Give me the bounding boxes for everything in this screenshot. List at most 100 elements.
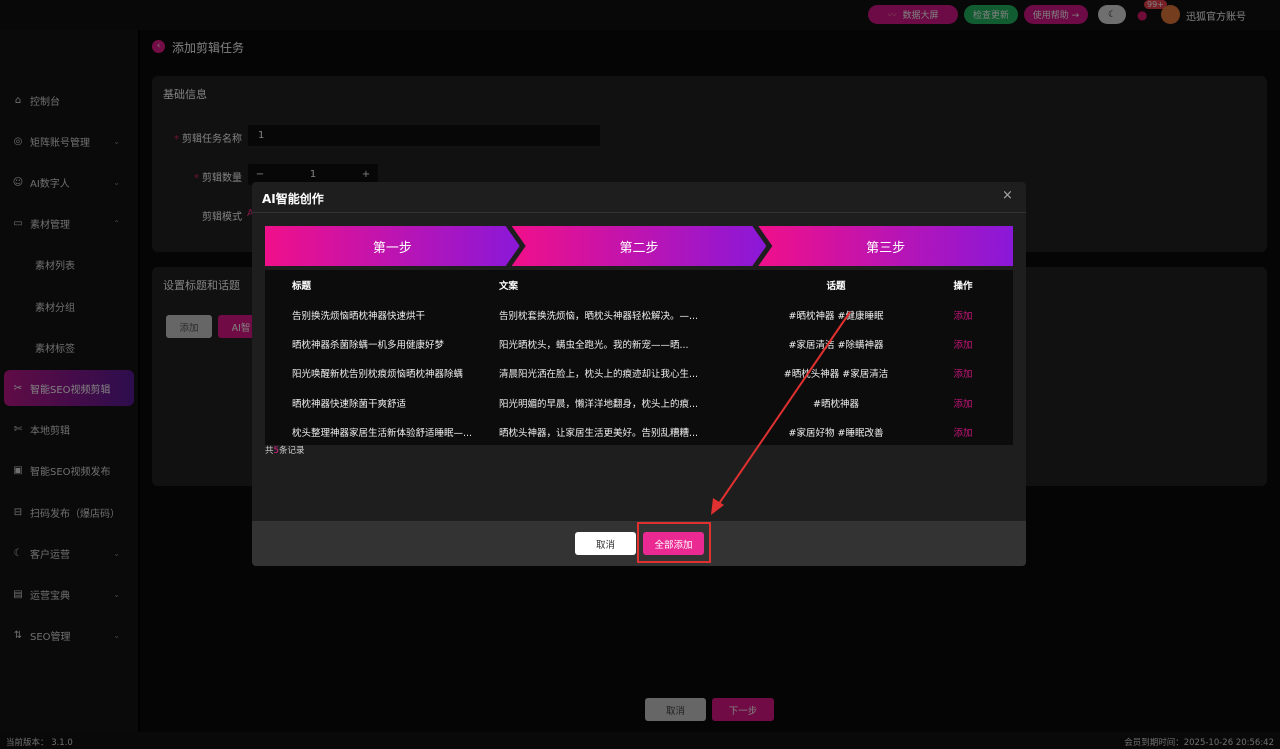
next-button[interactable]: 下一步 xyxy=(712,698,774,721)
sidebar: ⌂ 控制台 ◎ 矩阵账号管理 ⌄ ☺ AI数字人 ⌄ ▭ 素材管理 ⌃ 素材列表 素材分组 素材标签 ✂ 智能… xyxy=(0,30,138,732)
step-2: 第二步 xyxy=(512,226,767,266)
bell-icon[interactable]: ● xyxy=(1137,8,1148,22)
close-icon[interactable]: × xyxy=(1002,188,1013,203)
cell-topic: #晒枕神器 xyxy=(813,398,859,410)
help-button[interactable]: 使用帮助 → xyxy=(1024,5,1088,24)
sidebar-item-label: 扫码发布（爆店码） xyxy=(30,508,120,520)
ai-creation-modal: AI智能创作 × 第一步 第二步 第三步 标题 文案 话题 操作 告别换洗烦恼晒… xyxy=(252,182,1026,566)
table-row: 阳光唤醒新枕告别枕痕烦恼晒枕神器除螨 清晨阳光洒在脸上，枕头上的痕迹却让我心生..… xyxy=(265,359,1013,388)
version-text: 当前版本： 3.1.0 xyxy=(6,738,73,748)
back-icon[interactable]: ‹ xyxy=(152,40,165,53)
sidebar-item-5[interactable]: 素材分组 xyxy=(4,288,134,324)
sidebar-item-13[interactable]: ⇅ SEO管理 ⌄ xyxy=(4,618,134,654)
plus-button[interactable]: + xyxy=(361,169,371,180)
sidebar-item-label: 智能SEO视频剪辑 xyxy=(30,384,111,396)
minus-button[interactable]: − xyxy=(255,169,265,180)
cell-topic: #家居好物 #睡眠改善 xyxy=(788,427,884,439)
sidebar-item-label: 客户运营 xyxy=(30,549,70,561)
sidebar-item-3[interactable]: ▭ 素材管理 ⌃ xyxy=(4,206,134,242)
sidebar-item-label: 素材管理 xyxy=(30,220,70,232)
theme-toggle[interactable]: ☾ xyxy=(1098,5,1126,24)
count-label: * 剪辑数量 xyxy=(193,173,242,184)
chevron-icon: ⌄ xyxy=(113,548,120,558)
cell-topic: #家居清洁 #除螨神器 xyxy=(788,339,884,351)
add-all-button[interactable]: 全部添加 xyxy=(643,532,704,555)
sidebar-item-10[interactable]: ⊟ 扫码发布（爆店码） xyxy=(4,494,134,530)
customer-icon: ☾ xyxy=(13,547,23,559)
task-name-input[interactable]: 1 xyxy=(247,124,601,147)
table-row: 告别换洗烦恼晒枕神器快速烘干 告别枕套换洗烦恼，晒枕头神器轻松解决。—... #晒枕… xyxy=(265,300,1013,329)
cell-title: 晒枕神器杀菌除螨一机多用健康好梦 xyxy=(292,339,445,351)
target-icon: ◎ xyxy=(13,135,23,147)
results-table: 标题 文案 话题 操作 告别换洗烦恼晒枕神器快速烘干 告别枕套换洗烦恼，晒枕头神器… xyxy=(265,270,1013,445)
chevron-icon: ⌃ xyxy=(113,219,120,229)
data-screen-button[interactable]: 〰数据大屏 xyxy=(868,5,958,24)
sidebar-item-label: 控制台 xyxy=(30,96,60,108)
cell-copy: 告别枕套换洗烦恼，晒枕头神器轻松解决。—... xyxy=(499,310,699,322)
basic-info-title: 基础信息 xyxy=(152,76,1267,110)
scissors-icon: ✂ xyxy=(13,382,23,394)
table-header: 标题 文案 话题 操作 xyxy=(292,281,973,292)
sidebar-item-label: AI数字人 xyxy=(30,178,70,190)
steps-bar: 第一步 第二步 第三步 xyxy=(265,226,1014,266)
cell-title: 枕头整理神器家居生活新体验舒适睡眠—... xyxy=(292,427,473,439)
sidebar-item-11[interactable]: ☾ 客户运营 ⌄ xyxy=(4,535,134,571)
add-row-link[interactable]: 添加 xyxy=(953,398,973,410)
cell-copy: 晒枕头神器，让家居生活更美好。告别乱糟糟... xyxy=(499,427,699,439)
sidebar-item-8[interactable]: ✄ 本地剪辑 xyxy=(4,412,134,448)
sidebar-item-0[interactable]: ⌂ 控制台 xyxy=(4,82,134,118)
page-title: 添加剪辑任务 xyxy=(172,41,245,55)
moon-icon: ☾ xyxy=(1107,9,1117,20)
check-update-button[interactable]: 检查更新 xyxy=(964,5,1018,24)
sidebar-item-label: 素材分组 xyxy=(35,302,75,314)
chevron-icon: ⌄ xyxy=(113,631,120,641)
chart-icon: 〰 xyxy=(887,11,897,21)
table-row: 晒枕神器快速除菌干爽舒适 阳光明媚的早晨，懒洋洋地翻身，枕头上的痕... #晒枕神器… xyxy=(265,388,1013,417)
sidebar-item-2[interactable]: ☺ AI数字人 ⌄ xyxy=(4,164,134,200)
sidebar-item-6[interactable]: 素材标签 xyxy=(4,329,134,365)
sidebar-item-7[interactable]: ✂ 智能SEO视频剪辑 xyxy=(4,370,134,407)
chevron-icon: ⌄ xyxy=(113,177,120,187)
cell-copy: 阳光明媚的早晨，懒洋洋地翻身，枕头上的痕... xyxy=(499,398,699,410)
sidebar-item-12[interactable]: ▤ 运营宝典 ⌄ xyxy=(4,576,134,612)
add-row-link[interactable]: 添加 xyxy=(953,339,973,351)
modal-cancel-button[interactable]: 取消 xyxy=(575,532,636,555)
sidebar-item-1[interactable]: ◎ 矩阵账号管理 ⌄ xyxy=(4,123,134,159)
mode-value[interactable]: A xyxy=(247,208,254,219)
table-row: 晒枕神器杀菌除螨一机多用健康好梦 阳光晒枕头，螨虫全跑光。我的新宠——晒... #家… xyxy=(265,329,1013,358)
qr-icon: ⊟ xyxy=(13,506,23,518)
home-icon: ⌂ xyxy=(14,94,22,106)
folder-icon: ▭ xyxy=(13,218,23,230)
add-row-link[interactable]: 添加 xyxy=(953,369,973,381)
task-name-label: * 剪辑任务名称 xyxy=(173,134,242,145)
cell-topic: #晒枕神器 #健康睡眠 xyxy=(788,310,884,322)
cancel-button[interactable]: 取消 xyxy=(645,698,706,721)
cut-icon: ✄ xyxy=(13,424,23,436)
video-icon: ▣ xyxy=(13,465,23,477)
account-name[interactable]: 迅狐官方账号 xyxy=(1186,12,1246,23)
sidebar-item-label: 矩阵账号管理 xyxy=(30,137,90,149)
chevron-icon: ⌄ xyxy=(113,589,120,599)
step-3: 第三步 xyxy=(758,226,1014,266)
sidebar-item-label: 素材标签 xyxy=(35,343,75,355)
modal-footer xyxy=(252,521,1026,566)
sidebar-item-label: SEO管理 xyxy=(30,632,71,644)
add-button[interactable]: 添加 xyxy=(166,315,212,338)
expire-text: 会员到期时间：2025-10-26 20:56:42 xyxy=(1124,738,1274,748)
sidebar-item-9[interactable]: ▣ 智能SEO视频发布 xyxy=(4,453,134,489)
cell-title: 告别换洗烦恼晒枕神器快速烘干 xyxy=(292,310,426,322)
sidebar-item-4[interactable]: 素材列表 xyxy=(4,247,134,283)
sidebar-item-label: 智能SEO视频发布 xyxy=(30,467,111,479)
modal-title: AI智能创作 xyxy=(262,192,324,206)
chevron-icon: ⌄ xyxy=(113,136,120,146)
cell-topic: #晒枕头神器 #家居清洁 xyxy=(783,369,889,381)
notification-badge: 99+ xyxy=(1144,0,1167,9)
cell-title: 晒枕神器快速除菌干爽舒适 xyxy=(292,398,407,410)
add-row-link[interactable]: 添加 xyxy=(953,310,973,322)
step-1: 第一步 xyxy=(265,226,520,266)
add-row-link[interactable]: 添加 xyxy=(953,427,973,439)
total-records: 共5条记录 xyxy=(265,446,305,456)
avatar[interactable] xyxy=(1161,5,1180,24)
cell-title: 阳光唤醒新枕告别枕痕烦恼晒枕神器除螨 xyxy=(292,369,464,381)
book-icon: ▤ xyxy=(13,588,23,600)
